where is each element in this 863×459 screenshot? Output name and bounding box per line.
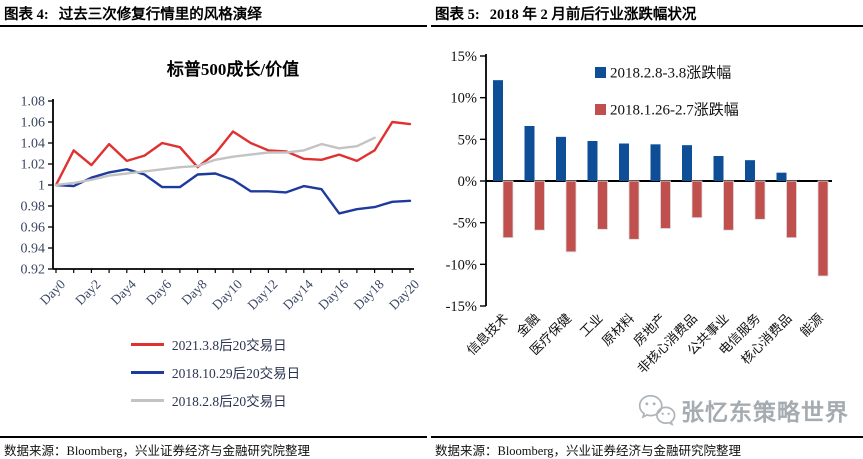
y-tick-label: 1.08 — [21, 95, 46, 110]
bar-legend-label-1: 2018.1.26-2.7涨跌幅 — [610, 102, 739, 119]
y-tick-label: 10% — [450, 91, 477, 107]
figure-4-label: 图表 4: — [4, 7, 49, 23]
bar-s1-6 — [691, 180, 703, 219]
figure-5-title: 2018 年 2 月前后行业涨跌幅状况 — [489, 7, 697, 23]
bar-s0-3 — [587, 141, 598, 181]
figure-5-label: 图表 5: — [435, 7, 480, 23]
legend-label: 2018.10.29后20交易日 — [171, 366, 301, 381]
bar-s0-5 — [650, 144, 661, 181]
line-chart-title: 标普500成长/价值 — [166, 60, 300, 79]
bar-s1-7 — [723, 180, 734, 231]
x-tick-label: Day0 — [37, 276, 68, 307]
y-tick-label: -5% — [453, 216, 477, 232]
y-tick-label: 1.06 — [21, 116, 46, 131]
figure-4-footer-rule — [0, 436, 427, 438]
bar-legend-swatch-0 — [595, 67, 606, 78]
figure-4-header-rule — [0, 25, 427, 28]
y-tick-label: 1.04 — [21, 137, 46, 152]
bar-s1-2 — [565, 180, 577, 253]
y-tick-label: 15% — [450, 49, 477, 65]
legend-line-swatch — [130, 370, 164, 374]
bar-s0-2 — [556, 136, 566, 181]
line-series-1 — [54, 168, 412, 215]
figure-5-header: 图表 5: 2018 年 2 月前后行业涨跌幅状况 — [435, 3, 696, 24]
x-tick-label: Day20 — [386, 276, 422, 312]
x-tick-label: Day6 — [143, 276, 174, 307]
bar-s1-9 — [786, 180, 797, 239]
y-tick-label: -10% — [446, 257, 477, 273]
watermark: 张忆东策略世界 — [638, 391, 849, 429]
y-tick-label: 0.94 — [21, 242, 46, 257]
bar-s0-9 — [776, 172, 787, 181]
y-tick-label: 0% — [458, 174, 477, 190]
bar-s0-7 — [713, 156, 724, 181]
figure-4-header: 图表 4: 过去三次修复行情里的风格演绎 — [4, 3, 262, 24]
x-tick-label: Day18 — [351, 276, 387, 312]
wechat-icon — [638, 394, 676, 426]
line-series-2 — [54, 136, 376, 187]
bar-s1-3 — [597, 180, 608, 230]
x-tick-label: Day4 — [108, 276, 139, 307]
legend-line-swatch — [130, 342, 164, 346]
figure-4-title: 过去三次修复行情里的风格演绎 — [58, 7, 262, 23]
bar-s1-4 — [628, 180, 640, 240]
legend-item-2: 2018.2.8后20交易日 — [130, 390, 287, 410]
bar-legend-swatch-1 — [595, 104, 606, 115]
y-tick-label: 0.96 — [21, 221, 46, 236]
x-tick-label: Day12 — [244, 277, 280, 313]
x-category-label: 信息技术 — [464, 311, 511, 358]
y-tick-label: 1 — [38, 179, 45, 194]
watermark-text: 张忆东策略世界 — [681, 400, 849, 425]
figure-4-source: 数据来源：Bloomberg，兴业证券经济与金融研究院整理 — [4, 444, 311, 458]
line-chart-legend: 2021.3.8后20交易日 2018.10.29后20交易日 2018.2.8后2… — [0, 334, 431, 410]
figure-5-header-rule — [431, 25, 863, 28]
x-tick-label: Day2 — [72, 277, 103, 308]
bar-s0-4 — [619, 143, 629, 181]
bar-s1-8 — [754, 180, 766, 220]
bar-s1-1 — [534, 180, 545, 231]
x-tick-label: Day16 — [315, 276, 351, 312]
y-tick-label: -15% — [446, 299, 477, 315]
legend-label: 2018.2.8后20交易日 — [171, 394, 287, 409]
bar-s1-5 — [660, 180, 671, 229]
figure-5-source: 数据来源：Bloomberg，兴业证券经济与金融研究院整理 — [435, 444, 742, 458]
bar-legend-label-0: 2018.2.8-3.8涨跌幅 — [610, 65, 731, 82]
x-category-label: 能源 — [797, 311, 826, 340]
legend-line-swatch — [130, 398, 164, 402]
y-tick-label: 5% — [458, 132, 477, 148]
legend-item-0: 2021.3.8后20交易日 — [130, 334, 287, 354]
bar-s0-1 — [524, 126, 535, 181]
y-tick-label: 1.02 — [21, 158, 46, 173]
figure-5-footer-rule — [431, 436, 863, 438]
x-tick-label: Day8 — [178, 276, 209, 307]
bar-s0-6 — [682, 145, 692, 181]
line-series-0 — [54, 120, 412, 187]
x-tick-label: Day14 — [280, 276, 316, 312]
x-tick-label: Day10 — [209, 276, 245, 312]
y-tick-label: 0.98 — [21, 200, 46, 215]
legend-item-1: 2018.10.29后20交易日 — [130, 362, 301, 382]
bar-s0-8 — [745, 160, 755, 181]
bar-s0-0 — [493, 80, 503, 181]
y-tick-label: 0.92 — [21, 263, 46, 278]
bar-s1-0 — [502, 180, 514, 239]
x-category-label: 原材料 — [599, 311, 637, 349]
bar-s1-10 — [817, 180, 829, 277]
legend-label: 2021.3.8后20交易日 — [171, 338, 287, 353]
